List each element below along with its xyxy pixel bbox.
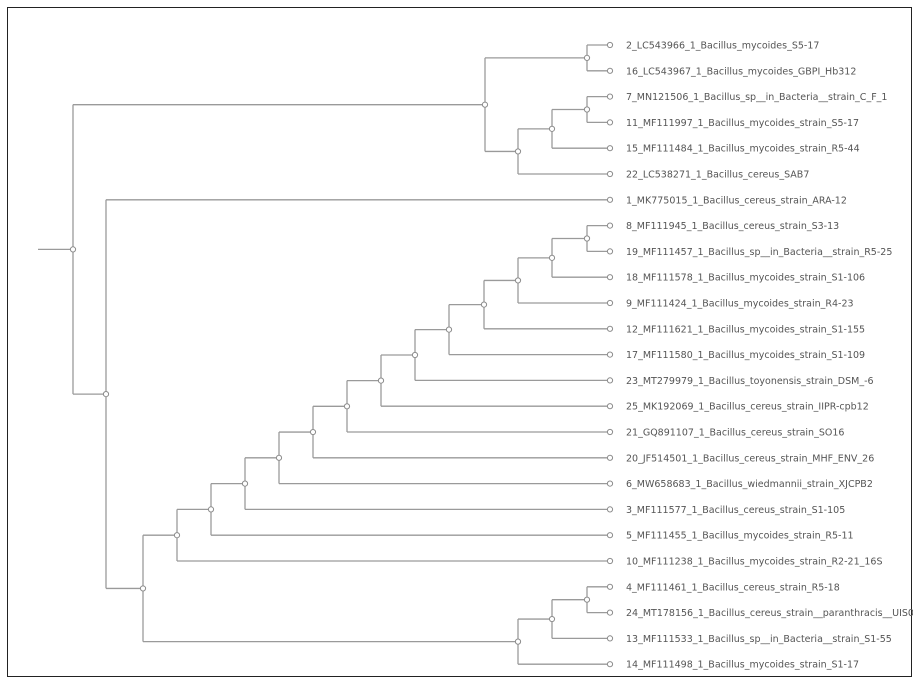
leaf-label: 11_MF111997_1_Bacillus_mycoides_strain_S… — [626, 118, 859, 129]
leaf-node-marker — [606, 609, 614, 616]
internal-node-10 — [411, 351, 419, 359]
leaf-labels: 2_LC543966_1_Bacillus_mycoides_S5-17 16_L… — [626, 41, 913, 671]
internal-node-21 — [139, 585, 147, 592]
leaf-node-marker — [606, 403, 614, 410]
leaf-node-marker — [606, 506, 614, 513]
leaf-node-marker — [606, 532, 614, 539]
leaf-label: 10_MF111238_1_Bacillus_mycoides_strain_R… — [626, 557, 882, 568]
leaf-node-marker — [606, 428, 614, 436]
internal-node-20 — [514, 638, 522, 645]
internal-node-7 — [514, 277, 522, 284]
internal-node-1 — [583, 106, 591, 113]
internal-node-14 — [275, 454, 283, 461]
leaf-label: 16_LC543967_1_Bacillus_mycoides_GBPI_Hb3… — [626, 66, 856, 77]
internal-node-4 — [481, 101, 489, 108]
phylogenetic-tree: 2_LC543966_1_Bacillus_mycoides_S5-17 16_L… — [38, 41, 913, 671]
tree-branches — [38, 44, 610, 665]
leaf-label: 18_MF111578_1_Bacillus_mycoides_strain_S… — [626, 273, 865, 284]
internal-node-9 — [445, 326, 453, 333]
internal-node-19 — [548, 615, 556, 623]
leaf-node-marker — [606, 480, 614, 487]
internal-node-0 — [583, 54, 591, 62]
leaf-label: 21_GQ891107_1_Bacillus_cereus_strain_SO1… — [626, 428, 844, 439]
leaf-label: 8_MF111945_1_Bacillus_cereus_strain_S3-1… — [626, 221, 839, 232]
leaf-node-marker — [606, 274, 614, 281]
leaf-label: 2_LC543966_1_Bacillus_mycoides_S5-17 — [626, 41, 819, 52]
leaf-label: 14_MF111498_1_Bacillus_mycoides_strain_S… — [626, 660, 859, 671]
leaf-label: 23_MT279979_1_Bacillus_toyonensis_strain… — [626, 376, 874, 387]
internal-node-11 — [377, 377, 385, 384]
leaf-label: 12_MF111621_1_Bacillus_mycoides_strain_S… — [626, 324, 865, 335]
internal-node-13 — [309, 428, 317, 436]
leaf-node-marker — [606, 93, 614, 100]
internal-node-12 — [343, 403, 351, 410]
internal-node-22 — [102, 391, 110, 398]
leaf-label: 25_MK192069_1_Bacillus_cereus_strain_IIP… — [626, 402, 869, 413]
leaf-node-marker — [606, 170, 614, 178]
leaf-node-marker — [606, 377, 614, 384]
leaf-node-marker — [606, 454, 614, 461]
leaf-label: 4_MF111461_1_Bacillus_cereus_strain_R5-1… — [626, 582, 840, 593]
leaf-node-marker — [606, 248, 614, 255]
internal-node-2 — [548, 125, 556, 132]
internal-node-3 — [514, 148, 522, 155]
leaf-label: 6_MW658683_1_Bacillus_wiedmannii_strain_… — [626, 479, 873, 490]
tree-frame: 2_LC543966_1_Bacillus_mycoides_S5-17 16_L… — [7, 7, 913, 677]
leaf-node-marker — [606, 145, 614, 152]
internal-node-18 — [583, 596, 591, 603]
internal-node-5 — [583, 235, 591, 242]
leaf-label: 5_MF111455_1_Bacillus_mycoides_strain_R5… — [626, 531, 854, 542]
leaf-label: 1_MK775015_1_Bacillus_cereus_strain_ARA-… — [626, 195, 847, 206]
leaf-node-marker — [606, 67, 614, 74]
leaf-label: 9_MF111424_1_Bacillus_mycoides_strain_R4… — [626, 299, 854, 310]
leaf-node-marker — [606, 222, 614, 229]
internal-node-23 — [69, 246, 77, 253]
internal-node-8 — [480, 301, 488, 308]
leaf-node-marker — [606, 635, 614, 642]
leaf-label: 15_MF111484_1_Bacillus_mycoides_strain_R… — [626, 144, 860, 155]
leaf-node-marker — [606, 41, 614, 49]
leaf-label: 7_MN121506_1_Bacillus_sp__in_Bacteria__s… — [626, 92, 887, 103]
leaf-node-marker — [606, 661, 614, 668]
leaf-label: 20_JF514501_1_Bacillus_cereus_strain_MHF… — [626, 453, 874, 464]
internal-node-15 — [241, 480, 249, 487]
leaf-label: 13_MF111533_1_Bacillus_sp__in_Bacteria__… — [626, 634, 892, 645]
internal-node-6 — [548, 254, 556, 261]
tree-nodes — [69, 41, 614, 668]
leaf-label: 17_MF111580_1_Bacillus_mycoides_strain_S… — [626, 350, 865, 361]
leaf-label: 24_MT178156_1_Bacillus_cereus_strain__pa… — [626, 608, 913, 619]
leaf-node-marker — [606, 196, 614, 203]
leaf-label: 19_MF111457_1_Bacillus_sp__in_Bacteria__… — [626, 247, 892, 258]
leaf-node-marker — [606, 557, 614, 565]
internal-node-17 — [173, 532, 181, 539]
leaf-node-marker — [606, 299, 614, 307]
leaf-label: 3_MF111577_1_Bacillus_cereus_strain_S1-1… — [626, 505, 845, 516]
leaf-label: 22_LC538271_1_Bacillus_cereus_SAB7 — [626, 170, 809, 181]
leaf-node-marker — [606, 351, 614, 358]
leaf-node-marker — [606, 119, 614, 126]
leaf-node-marker — [606, 325, 614, 332]
leaf-node-marker — [606, 583, 614, 590]
internal-node-16 — [207, 506, 215, 513]
